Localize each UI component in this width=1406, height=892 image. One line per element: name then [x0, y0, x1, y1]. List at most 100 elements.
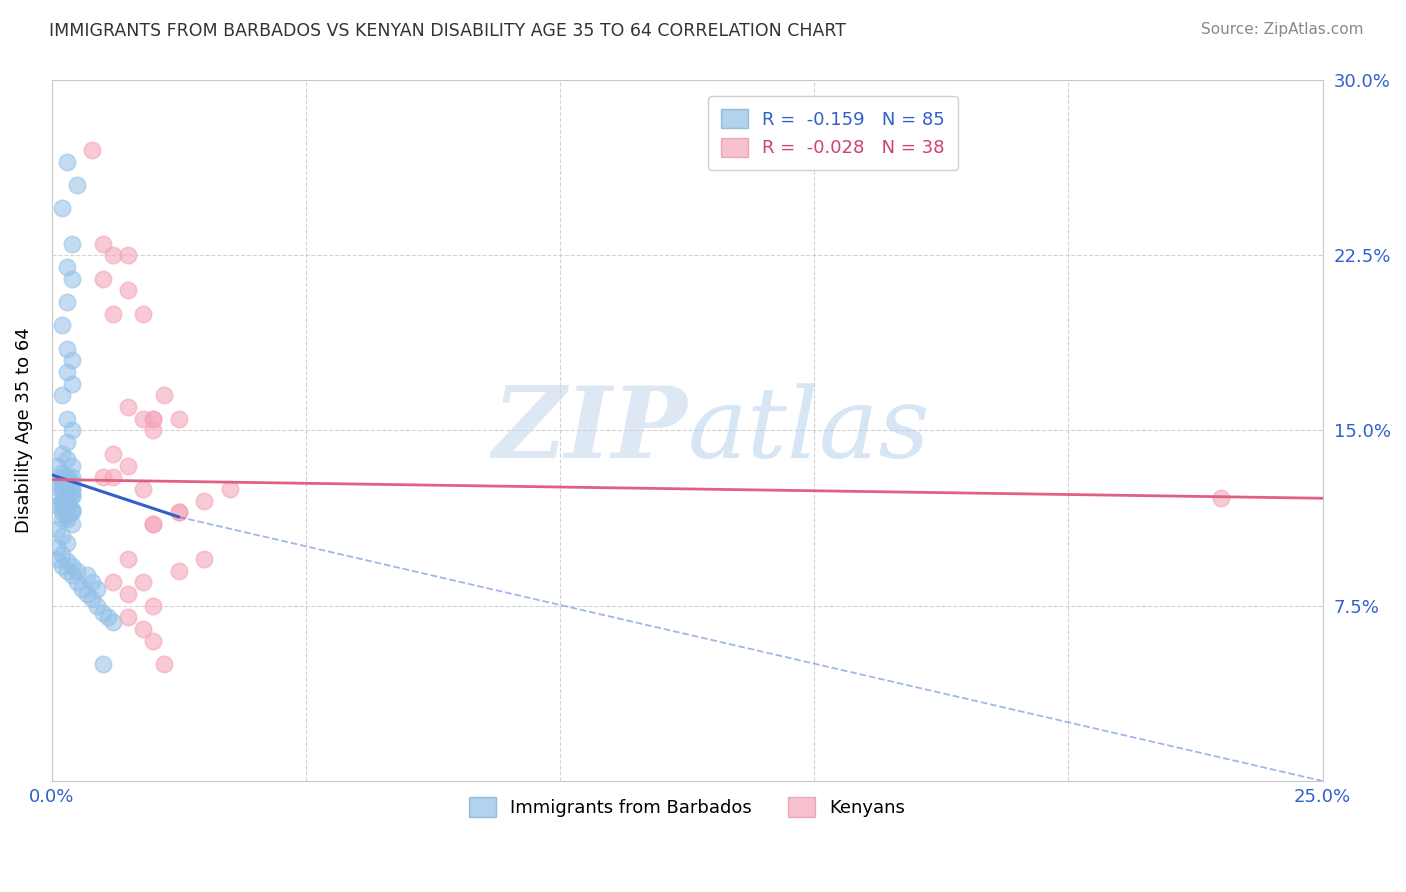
Point — [76, 587, 98, 601]
Point — [56, 564, 79, 578]
Point — [51, 475, 73, 489]
Point — [45, 541, 67, 555]
Point — [51, 512, 73, 526]
Point — [117, 400, 139, 414]
Text: ZIP: ZIP — [492, 383, 688, 479]
Point — [86, 582, 108, 597]
Point — [60, 271, 83, 285]
Point — [51, 528, 73, 542]
Point — [56, 479, 79, 493]
Point — [117, 610, 139, 624]
Point — [86, 599, 108, 613]
Point — [132, 412, 155, 426]
Point — [45, 552, 67, 566]
Point — [60, 568, 83, 582]
Point — [60, 482, 83, 496]
Point — [60, 503, 83, 517]
Point — [167, 505, 190, 519]
Point — [56, 470, 79, 484]
Point — [152, 388, 174, 402]
Point — [56, 489, 79, 503]
Point — [51, 559, 73, 574]
Point — [45, 522, 67, 536]
Point — [82, 591, 104, 606]
Point — [56, 470, 79, 484]
Point — [56, 475, 79, 489]
Point — [56, 498, 79, 512]
Point — [45, 498, 67, 512]
Point — [56, 508, 79, 522]
Point — [167, 564, 190, 578]
Point — [56, 484, 79, 499]
Point — [51, 493, 73, 508]
Point — [56, 493, 79, 508]
Y-axis label: Disability Age 35 to 64: Disability Age 35 to 64 — [15, 327, 32, 533]
Point — [117, 283, 139, 297]
Point — [218, 482, 240, 496]
Point — [91, 657, 114, 672]
Point — [167, 505, 190, 519]
Text: atlas: atlas — [688, 383, 929, 478]
Point — [60, 516, 83, 531]
Point — [101, 470, 124, 484]
Point — [60, 505, 83, 519]
Point — [51, 202, 73, 216]
Point — [51, 493, 73, 508]
Point — [91, 606, 114, 620]
Point — [167, 412, 190, 426]
Point — [60, 458, 83, 473]
Point — [76, 568, 98, 582]
Point — [60, 470, 83, 484]
Point — [101, 615, 124, 629]
Point — [60, 475, 83, 489]
Point — [51, 447, 73, 461]
Point — [51, 470, 73, 484]
Point — [51, 388, 73, 402]
Point — [60, 424, 83, 438]
Point — [142, 516, 165, 531]
Point — [142, 424, 165, 438]
Point — [60, 489, 83, 503]
Text: IMMIGRANTS FROM BARBADOS VS KENYAN DISABILITY AGE 35 TO 64 CORRELATION CHART: IMMIGRANTS FROM BARBADOS VS KENYAN DISAB… — [49, 22, 846, 40]
Point — [51, 484, 73, 499]
Point — [51, 318, 73, 333]
Point — [56, 508, 79, 522]
Point — [101, 307, 124, 321]
Point — [51, 547, 73, 561]
Point — [60, 489, 83, 503]
Point — [60, 484, 83, 499]
Point — [56, 512, 79, 526]
Point — [142, 412, 165, 426]
Point — [132, 307, 155, 321]
Point — [51, 475, 73, 489]
Point — [56, 412, 79, 426]
Point — [66, 178, 89, 193]
Point — [56, 535, 79, 549]
Point — [60, 376, 83, 391]
Point — [60, 353, 83, 368]
Point — [56, 451, 79, 466]
Point — [142, 599, 165, 613]
Point — [56, 489, 79, 503]
Point — [51, 479, 73, 493]
Point — [56, 554, 79, 568]
Point — [91, 271, 114, 285]
Point — [152, 657, 174, 672]
Point — [56, 365, 79, 379]
Point — [60, 559, 83, 574]
Point — [97, 610, 120, 624]
Point — [60, 503, 83, 517]
Point — [56, 493, 79, 508]
Point — [82, 143, 104, 157]
Point — [142, 516, 165, 531]
Point — [45, 458, 67, 473]
Point — [193, 493, 215, 508]
Point — [51, 498, 73, 512]
Point — [132, 575, 155, 590]
Legend: Immigrants from Barbados, Kenyans: Immigrants from Barbados, Kenyans — [461, 790, 912, 824]
Point — [56, 489, 79, 503]
Point — [91, 236, 114, 251]
Point — [56, 470, 79, 484]
Point — [56, 475, 79, 489]
Point — [117, 458, 139, 473]
